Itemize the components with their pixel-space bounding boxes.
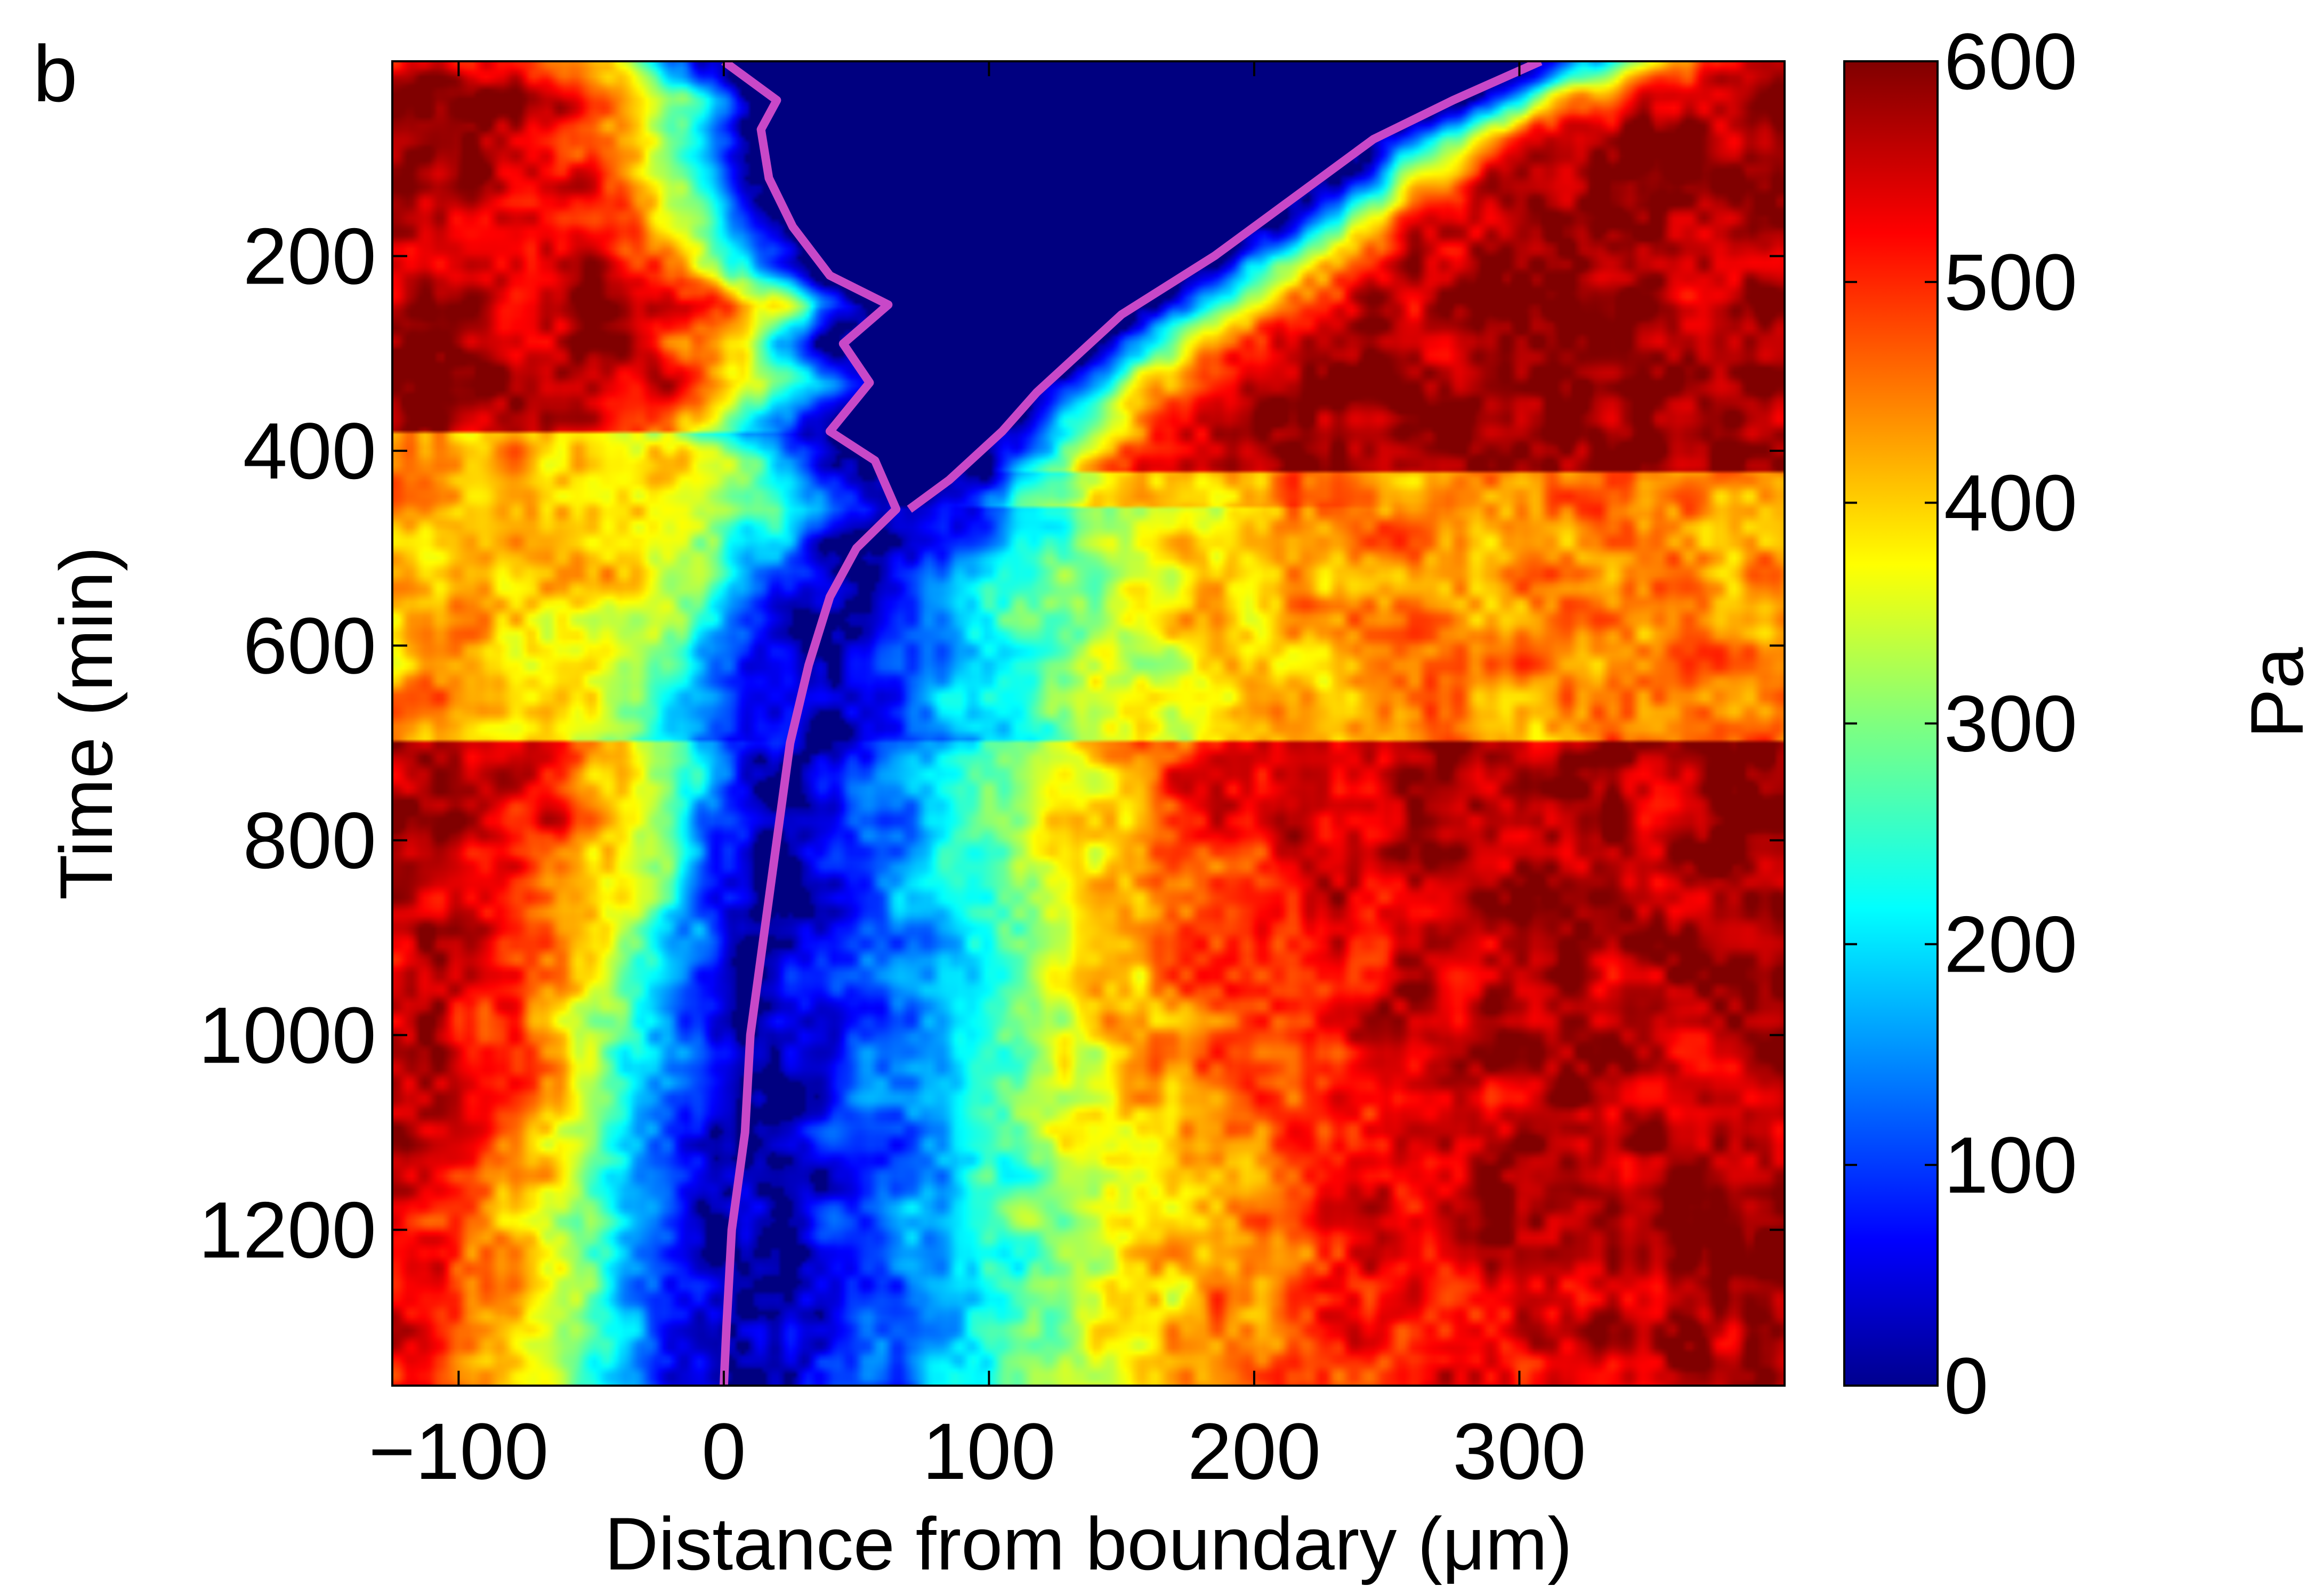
x-axis-label: Distance from boundary (μm): [604, 1502, 1572, 1585]
x-tick-label: 100: [922, 1406, 1055, 1496]
y-axis-label: Time (min): [44, 546, 128, 900]
boundary-line: [719, 61, 901, 1386]
y-tick-label: 400: [243, 406, 376, 496]
wound-edge-line: [907, 61, 1543, 513]
plot-frame: [391, 60, 1786, 1387]
colorbar-tick-label: 400: [1944, 458, 2077, 547]
colorbar: [1843, 60, 1939, 1387]
colorbar-tick-label: 200: [1944, 900, 2077, 989]
heatmap-area: [392, 61, 1785, 1386]
y-tick-label: 600: [243, 601, 376, 690]
y-tick-label: 1200: [198, 1185, 376, 1275]
colorbar-tick-label: 600: [1944, 17, 2077, 106]
y-tick-label: 800: [243, 796, 376, 885]
panel-label: b: [33, 29, 77, 118]
y-axis-ticks: 200 400 600 800 1000 1200: [198, 211, 1785, 1275]
colorbar-label: Pa: [2235, 647, 2319, 738]
colorbar-ticks: 0 100 200 300 400 500 600: [1844, 17, 2077, 1430]
x-axis-ticks: −100 0 100 200 300: [368, 61, 1586, 1496]
x-tick-label: −100: [368, 1406, 548, 1496]
y-tick-label: 200: [243, 211, 376, 301]
x-tick-label: 300: [1452, 1406, 1586, 1496]
colorbar-tick-label: 300: [1944, 679, 2077, 768]
y-tick-label: 1000: [198, 990, 376, 1080]
heatmap-image: [392, 61, 1785, 1386]
overlay-lines: [719, 61, 1543, 1386]
x-tick-label: 0: [701, 1406, 746, 1496]
colorbar-tick-label: 0: [1944, 1341, 1988, 1430]
x-tick-label: 200: [1188, 1406, 1321, 1496]
colorbar-tick-label: 500: [1944, 237, 2077, 327]
colorbar-tick-label: 100: [1944, 1120, 2077, 1210]
